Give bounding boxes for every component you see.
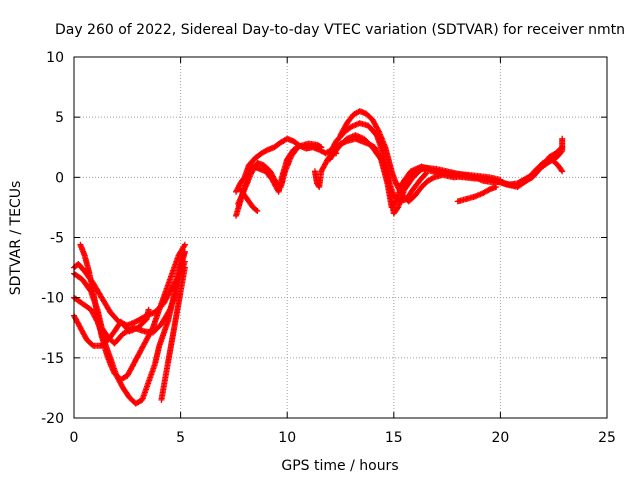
y-tick-label: 0 xyxy=(55,170,64,186)
series-arc-o xyxy=(392,144,566,205)
series-arc-p xyxy=(454,184,500,205)
data-point xyxy=(558,167,565,174)
series-arc-d xyxy=(77,241,188,383)
data-point xyxy=(145,306,152,313)
data-point xyxy=(318,144,325,151)
data-point xyxy=(421,171,428,178)
data-layer xyxy=(71,108,566,407)
data-point xyxy=(181,241,188,248)
y-axis-label: SDTVAR / TECUs xyxy=(8,181,24,296)
y-tick-label: -20 xyxy=(41,411,64,427)
x-tick-label: 0 xyxy=(70,430,79,446)
series-arc-i xyxy=(235,144,301,207)
data-point xyxy=(558,145,565,152)
data-point xyxy=(559,168,566,175)
chart-title: Day 260 of 2022, Sidereal Day-to-day VTE… xyxy=(55,22,625,38)
y-tick-label: -15 xyxy=(41,351,64,367)
tick-layer: 0 5 10 15 20 25 -20 -15 -10 -5 0 5 10 xyxy=(41,50,616,446)
x-tick-label: 5 xyxy=(176,430,185,446)
data-point xyxy=(254,208,261,214)
data-point xyxy=(149,326,156,333)
data-point xyxy=(559,144,566,151)
x-tick-label: 25 xyxy=(598,430,616,446)
data-point xyxy=(181,248,188,255)
data-point xyxy=(377,155,384,162)
data-point xyxy=(559,135,566,142)
y-tick-label: 10 xyxy=(46,50,64,66)
series-arc-f xyxy=(158,264,188,403)
y-tick-label: -5 xyxy=(50,231,64,247)
x-axis-label: GPS time / hours xyxy=(281,458,398,474)
series-arc-e xyxy=(71,248,188,407)
data-point xyxy=(294,144,301,151)
data-point xyxy=(93,317,100,324)
data-point xyxy=(375,127,382,134)
x-tick-label: 15 xyxy=(385,430,403,446)
grid-layer xyxy=(74,57,607,418)
x-tick-label: 20 xyxy=(491,430,509,446)
data-point xyxy=(493,184,500,190)
series-arc-j xyxy=(237,186,261,214)
y-tick-label: -10 xyxy=(41,291,64,307)
x-tick-label: 10 xyxy=(278,430,296,446)
y-tick-label: 5 xyxy=(55,110,64,126)
data-point xyxy=(181,264,188,271)
data-point xyxy=(293,145,300,152)
data-point xyxy=(430,175,436,182)
data-point xyxy=(317,143,324,150)
data-point xyxy=(253,207,260,214)
